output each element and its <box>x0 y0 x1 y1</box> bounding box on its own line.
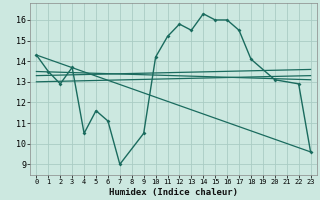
X-axis label: Humidex (Indice chaleur): Humidex (Indice chaleur) <box>109 188 238 197</box>
